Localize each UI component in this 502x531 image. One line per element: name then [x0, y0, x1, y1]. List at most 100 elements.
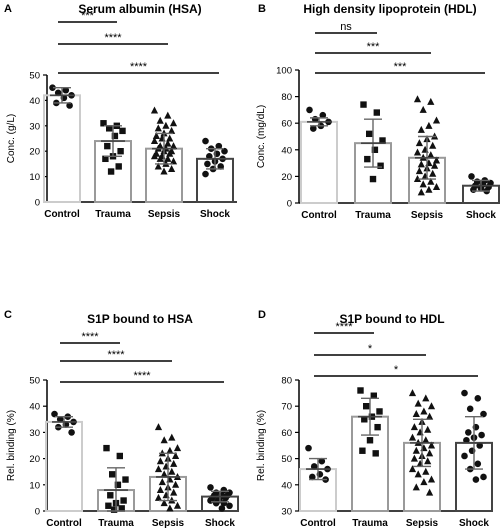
- significance-label: ****: [335, 321, 353, 333]
- data-point: [172, 480, 180, 488]
- data-point: [119, 127, 126, 135]
- data-point: [366, 437, 374, 444]
- data-point: [432, 183, 441, 191]
- data-point: [474, 460, 482, 468]
- data-point: [419, 105, 427, 113]
- data-point: [463, 436, 470, 444]
- data-point: [360, 101, 367, 108]
- y-tick-label: 10: [29, 172, 40, 183]
- x-tick-label: Shock: [459, 518, 489, 529]
- y-tick-label: 80: [281, 376, 292, 387]
- data-point: [373, 109, 380, 116]
- data-point: [413, 175, 422, 183]
- y-tick-label: 80: [281, 92, 292, 103]
- data-point: [305, 444, 312, 452]
- data-point: [154, 465, 163, 473]
- data-point: [114, 481, 122, 488]
- data-point: [359, 447, 366, 454]
- significance-label: *: [394, 364, 399, 376]
- x-tick-label: Control: [301, 210, 337, 221]
- data-point: [158, 478, 166, 486]
- data-point: [156, 486, 164, 494]
- data-point: [310, 463, 318, 470]
- y-tick-label: 0: [287, 199, 292, 210]
- y-tick-label: 60: [281, 119, 292, 130]
- data-point: [426, 412, 434, 420]
- data-point: [422, 394, 430, 402]
- data-point: [377, 162, 384, 169]
- data-point: [371, 146, 379, 153]
- panel-letter: D: [258, 309, 266, 321]
- data-point: [110, 506, 118, 513]
- data-point: [376, 408, 383, 415]
- data-point: [429, 141, 437, 149]
- data-point: [160, 470, 168, 478]
- x-tick-label: Control: [44, 209, 80, 220]
- data-point: [169, 119, 178, 127]
- data-point: [413, 95, 422, 103]
- data-point: [154, 423, 163, 431]
- bar: [300, 120, 338, 204]
- bar: [45, 420, 83, 513]
- data-point: [154, 162, 162, 170]
- data-point: [480, 410, 487, 418]
- data-point: [410, 423, 418, 431]
- data-point: [168, 433, 176, 441]
- significance-label: ns: [340, 21, 352, 33]
- y-tick-label: 70: [281, 402, 292, 413]
- data-point: [62, 86, 70, 94]
- data-point: [476, 442, 484, 449]
- significance-label: ****: [133, 370, 151, 382]
- data-point: [109, 471, 116, 478]
- data-point: [56, 416, 64, 423]
- x-tick-label: Sepsis: [148, 209, 181, 220]
- data-point: [432, 156, 441, 164]
- data-point: [372, 450, 379, 457]
- data-point: [363, 403, 370, 410]
- significance-label: ***: [367, 41, 381, 53]
- data-point: [357, 387, 364, 394]
- y-tick-label: 20: [29, 454, 40, 465]
- data-point: [172, 451, 180, 459]
- data-point: [160, 436, 168, 444]
- data-point: [427, 441, 436, 449]
- y-axis-label: Rel. binding (%): [256, 410, 267, 481]
- data-point: [465, 429, 472, 436]
- y-tick-label: 40: [29, 402, 40, 413]
- data-point: [426, 488, 434, 496]
- data-point: [166, 504, 174, 512]
- y-tick-label: 40: [281, 480, 292, 491]
- data-point: [111, 132, 119, 140]
- data-point: [425, 185, 433, 193]
- bar: [43, 94, 81, 203]
- data-point: [173, 444, 182, 452]
- data-point: [432, 116, 441, 124]
- data-point: [461, 452, 468, 460]
- significance-label: ****: [107, 349, 125, 361]
- data-point: [474, 395, 482, 402]
- data-point: [412, 446, 420, 454]
- x-tick-label: Shock: [205, 518, 235, 529]
- data-point: [169, 157, 178, 165]
- data-point: [415, 139, 423, 147]
- data-point: [427, 475, 436, 483]
- data-point: [168, 126, 176, 134]
- data-point: [164, 139, 172, 147]
- significance-label: ****: [104, 32, 122, 44]
- y-tick-label: 40: [281, 145, 292, 156]
- significance-label: ****: [81, 331, 99, 343]
- data-point: [226, 502, 233, 510]
- data-point: [429, 169, 437, 177]
- data-point: [150, 137, 159, 145]
- data-point: [166, 134, 174, 142]
- data-point: [164, 111, 172, 119]
- data-point: [162, 121, 170, 129]
- data-point: [204, 160, 211, 168]
- data-point: [420, 407, 428, 415]
- x-tick-label: Trauma: [98, 518, 134, 529]
- x-tick-label: Sepsis: [411, 210, 444, 221]
- significance-label: ***: [394, 61, 408, 73]
- y-axis-label: Rel. binding (%): [6, 410, 17, 481]
- y-axis-label: Conc. (mg/dL): [256, 105, 267, 168]
- data-point: [461, 389, 468, 397]
